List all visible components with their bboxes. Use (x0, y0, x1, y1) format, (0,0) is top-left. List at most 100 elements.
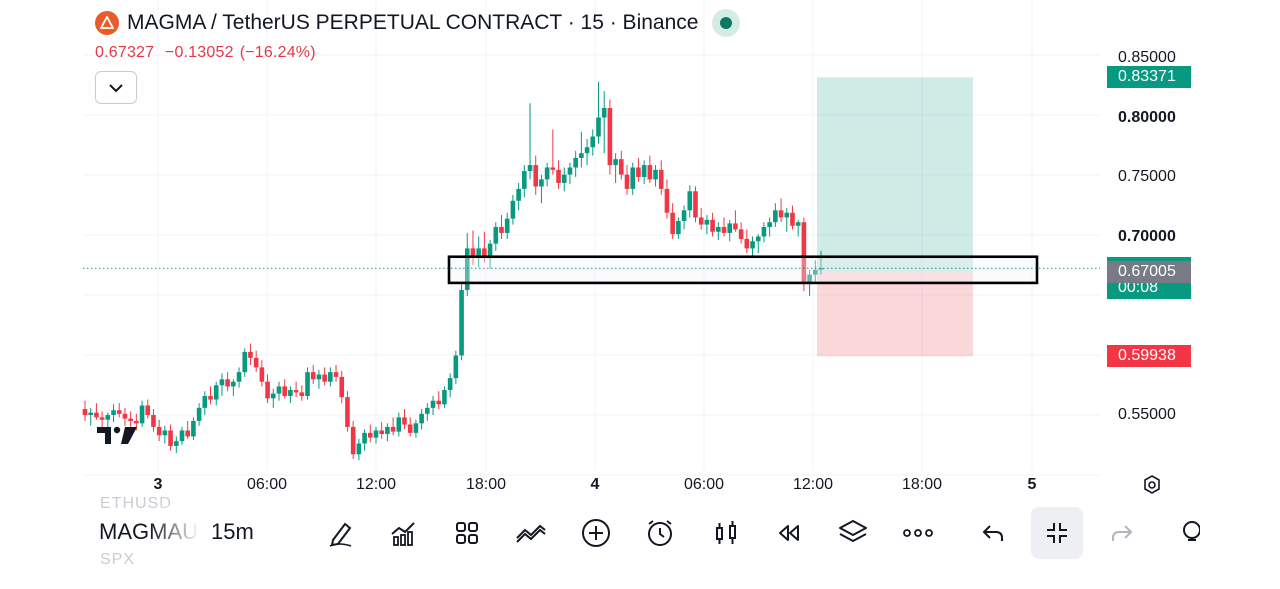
time-axis-label: 06:00 (246, 476, 288, 493)
hint-button[interactable] (1170, 513, 1200, 553)
candle-body (82, 409, 88, 415)
profit-area (817, 77, 973, 273)
templates-button[interactable] (511, 513, 551, 553)
candle-body (721, 226, 727, 233)
candle-body (812, 269, 818, 275)
candle-body (641, 165, 647, 177)
candle-body (630, 167, 636, 189)
pen-icon (329, 522, 352, 547)
draw-button[interactable] (320, 513, 360, 553)
layers-button[interactable] (833, 513, 873, 553)
candle-body (339, 376, 345, 398)
bar-countdown: 00:08 (1118, 279, 1159, 297)
settings-icon[interactable] (1144, 475, 1160, 494)
candle-body (727, 223, 733, 233)
candle-body (561, 174, 567, 183)
interval-button[interactable]: 15m (211, 519, 254, 544)
candle-body (225, 379, 230, 387)
add-button[interactable] (576, 513, 616, 553)
candle-body (567, 167, 573, 175)
candle-body (168, 430, 173, 446)
candle-body (716, 226, 721, 232)
candle-body (362, 432, 367, 444)
candle-body (619, 159, 624, 175)
tradingview-logo-icon (97, 424, 141, 451)
more-dots-icon (903, 529, 933, 537)
candle-body (191, 420, 196, 437)
candle-body (738, 229, 744, 239)
candle-body (527, 165, 533, 172)
symbol-fade (150, 505, 200, 565)
plus-circle-icon (582, 519, 610, 547)
time-axis-label: 18:00 (901, 476, 943, 493)
candle-body (482, 248, 487, 258)
candles (82, 81, 824, 461)
candle-body (248, 351, 253, 358)
candle-body (367, 432, 373, 438)
time-axis-label: 18:00 (465, 476, 507, 493)
candle-body (607, 107, 613, 166)
next-symbol: SPX (100, 551, 136, 568)
market-status-icon[interactable] (712, 9, 741, 37)
candle-body (345, 397, 350, 427)
candle-body (493, 226, 499, 244)
candle-body (350, 426, 356, 455)
candle-body (453, 355, 459, 379)
candle-body (328, 372, 333, 382)
candle-body (99, 417, 105, 420)
compress-icon (1047, 523, 1067, 543)
candle-body (373, 430, 379, 438)
symbol-title: MAGMA / TetherUS PERPETUAL CONTRACT · 15… (127, 11, 699, 34)
candle-body (293, 390, 299, 393)
undo-button[interactable] (973, 513, 1013, 553)
candle-body (356, 443, 362, 455)
candle-body (767, 222, 772, 227)
candle-body (436, 400, 442, 405)
candle-body (208, 395, 213, 400)
candle-body (510, 200, 516, 219)
candle-body (676, 221, 681, 235)
collapse-legend-button[interactable] (95, 71, 137, 104)
candle-body (447, 378, 453, 391)
candle-body (704, 219, 710, 225)
exit-fullscreen-button[interactable] (1031, 507, 1083, 559)
layouts-button[interactable] (447, 513, 487, 553)
candle-body (430, 400, 436, 408)
candle-body (276, 386, 282, 394)
candle-body (464, 248, 470, 291)
candle-body (105, 415, 111, 420)
candle-body (733, 223, 738, 230)
indicators-button[interactable] (383, 513, 423, 553)
price-chart[interactable] (0, 0, 1200, 505)
candle-body (556, 169, 561, 183)
candle-body (750, 241, 755, 249)
alert-button[interactable] (640, 513, 680, 553)
candle-body (516, 188, 521, 201)
candle-body (795, 222, 801, 226)
candle-body (470, 248, 476, 256)
candle-body (111, 410, 116, 415)
candle-body (419, 413, 424, 424)
candle-body (499, 226, 504, 233)
candle-body (253, 357, 259, 368)
candle-body (305, 372, 310, 396)
candle-body (242, 351, 248, 373)
candle-body (402, 417, 407, 425)
bar-replay-button[interactable] (706, 513, 746, 553)
long-position-tool[interactable] (817, 77, 973, 357)
replay-button[interactable] (769, 513, 809, 553)
symbol-header[interactable]: MAGMA / TetherUS PERPETUAL CONTRACT · 15… (95, 9, 741, 37)
sl-price-tag: 0.59938 (1107, 345, 1191, 368)
more-button[interactable] (898, 513, 938, 553)
candle-body (487, 243, 493, 258)
candle-body (396, 417, 402, 432)
support-zone-rectangle[interactable] (447, 255, 1039, 285)
time-axis-label: 3 (153, 476, 163, 493)
redo-button[interactable] (1102, 513, 1142, 553)
candle-body (322, 374, 327, 382)
entry-price-tag: 0.67005 (1107, 261, 1191, 284)
candle-body (185, 430, 190, 437)
candle-body (579, 153, 584, 158)
candle-body (282, 386, 287, 396)
